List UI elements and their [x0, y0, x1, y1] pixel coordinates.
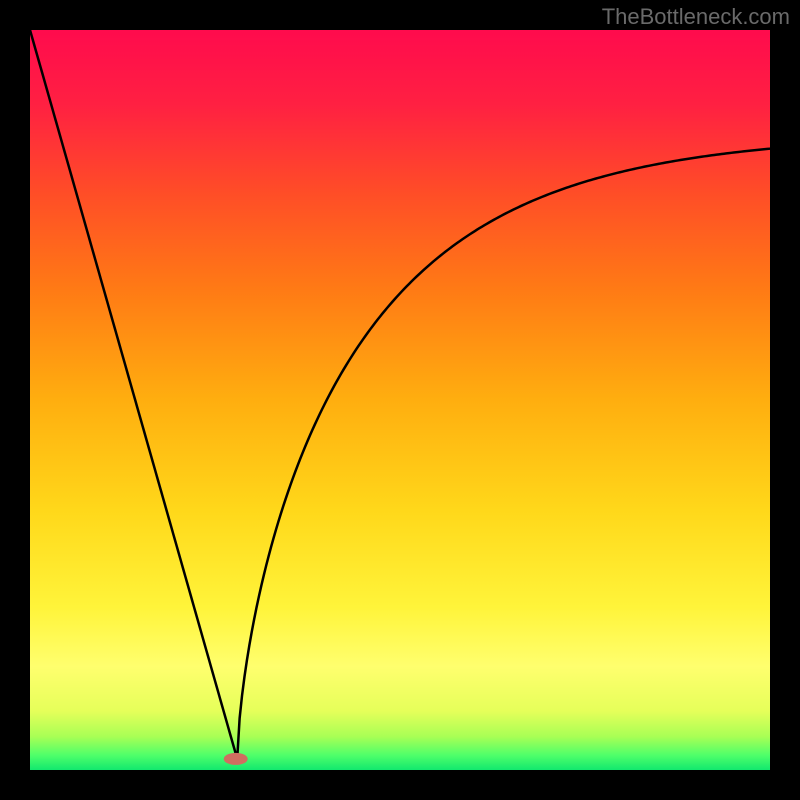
optimum-marker: [224, 753, 248, 765]
bottleneck-chart: [0, 0, 800, 800]
chart-container: TheBottleneck.com: [0, 0, 800, 800]
watermark-label: TheBottleneck.com: [602, 4, 790, 30]
plot-area: [30, 30, 770, 770]
